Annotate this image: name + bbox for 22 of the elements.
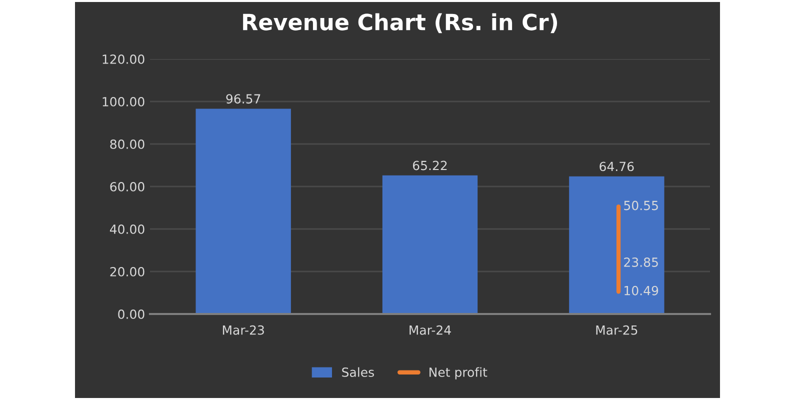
data-label: 50.55	[624, 200, 658, 210]
chart-title: Revenue Chart (Rs. in Cr)	[243, 13, 558, 34]
y-tick-label: 80.00	[110, 139, 144, 149]
bar	[196, 108, 291, 314]
x-tick-label: Mar-25	[596, 325, 638, 335]
data-label: 96.57	[226, 94, 260, 104]
bar	[382, 175, 478, 314]
legend-label: Sales	[342, 367, 374, 377]
data-label: 64.76	[600, 162, 634, 172]
y-tick-label: 20.00	[110, 266, 144, 276]
legend-label: Net profit	[430, 367, 488, 380]
x-tick-label: Mar-24	[410, 325, 451, 335]
bar	[569, 176, 664, 314]
x-tick-label: Mar-23	[222, 325, 264, 335]
y-tick-label: 100.00	[102, 96, 144, 106]
data-label: 23.85	[624, 257, 658, 267]
data-label: 65.22	[412, 160, 447, 170]
data-label: 10.49	[624, 286, 658, 296]
y-tick-label: 0.00	[118, 309, 144, 319]
y-tick-label: 120.00	[102, 54, 144, 64]
y-tick-label: 60.00	[110, 182, 144, 192]
y-tick-label: 40.00	[110, 224, 144, 234]
